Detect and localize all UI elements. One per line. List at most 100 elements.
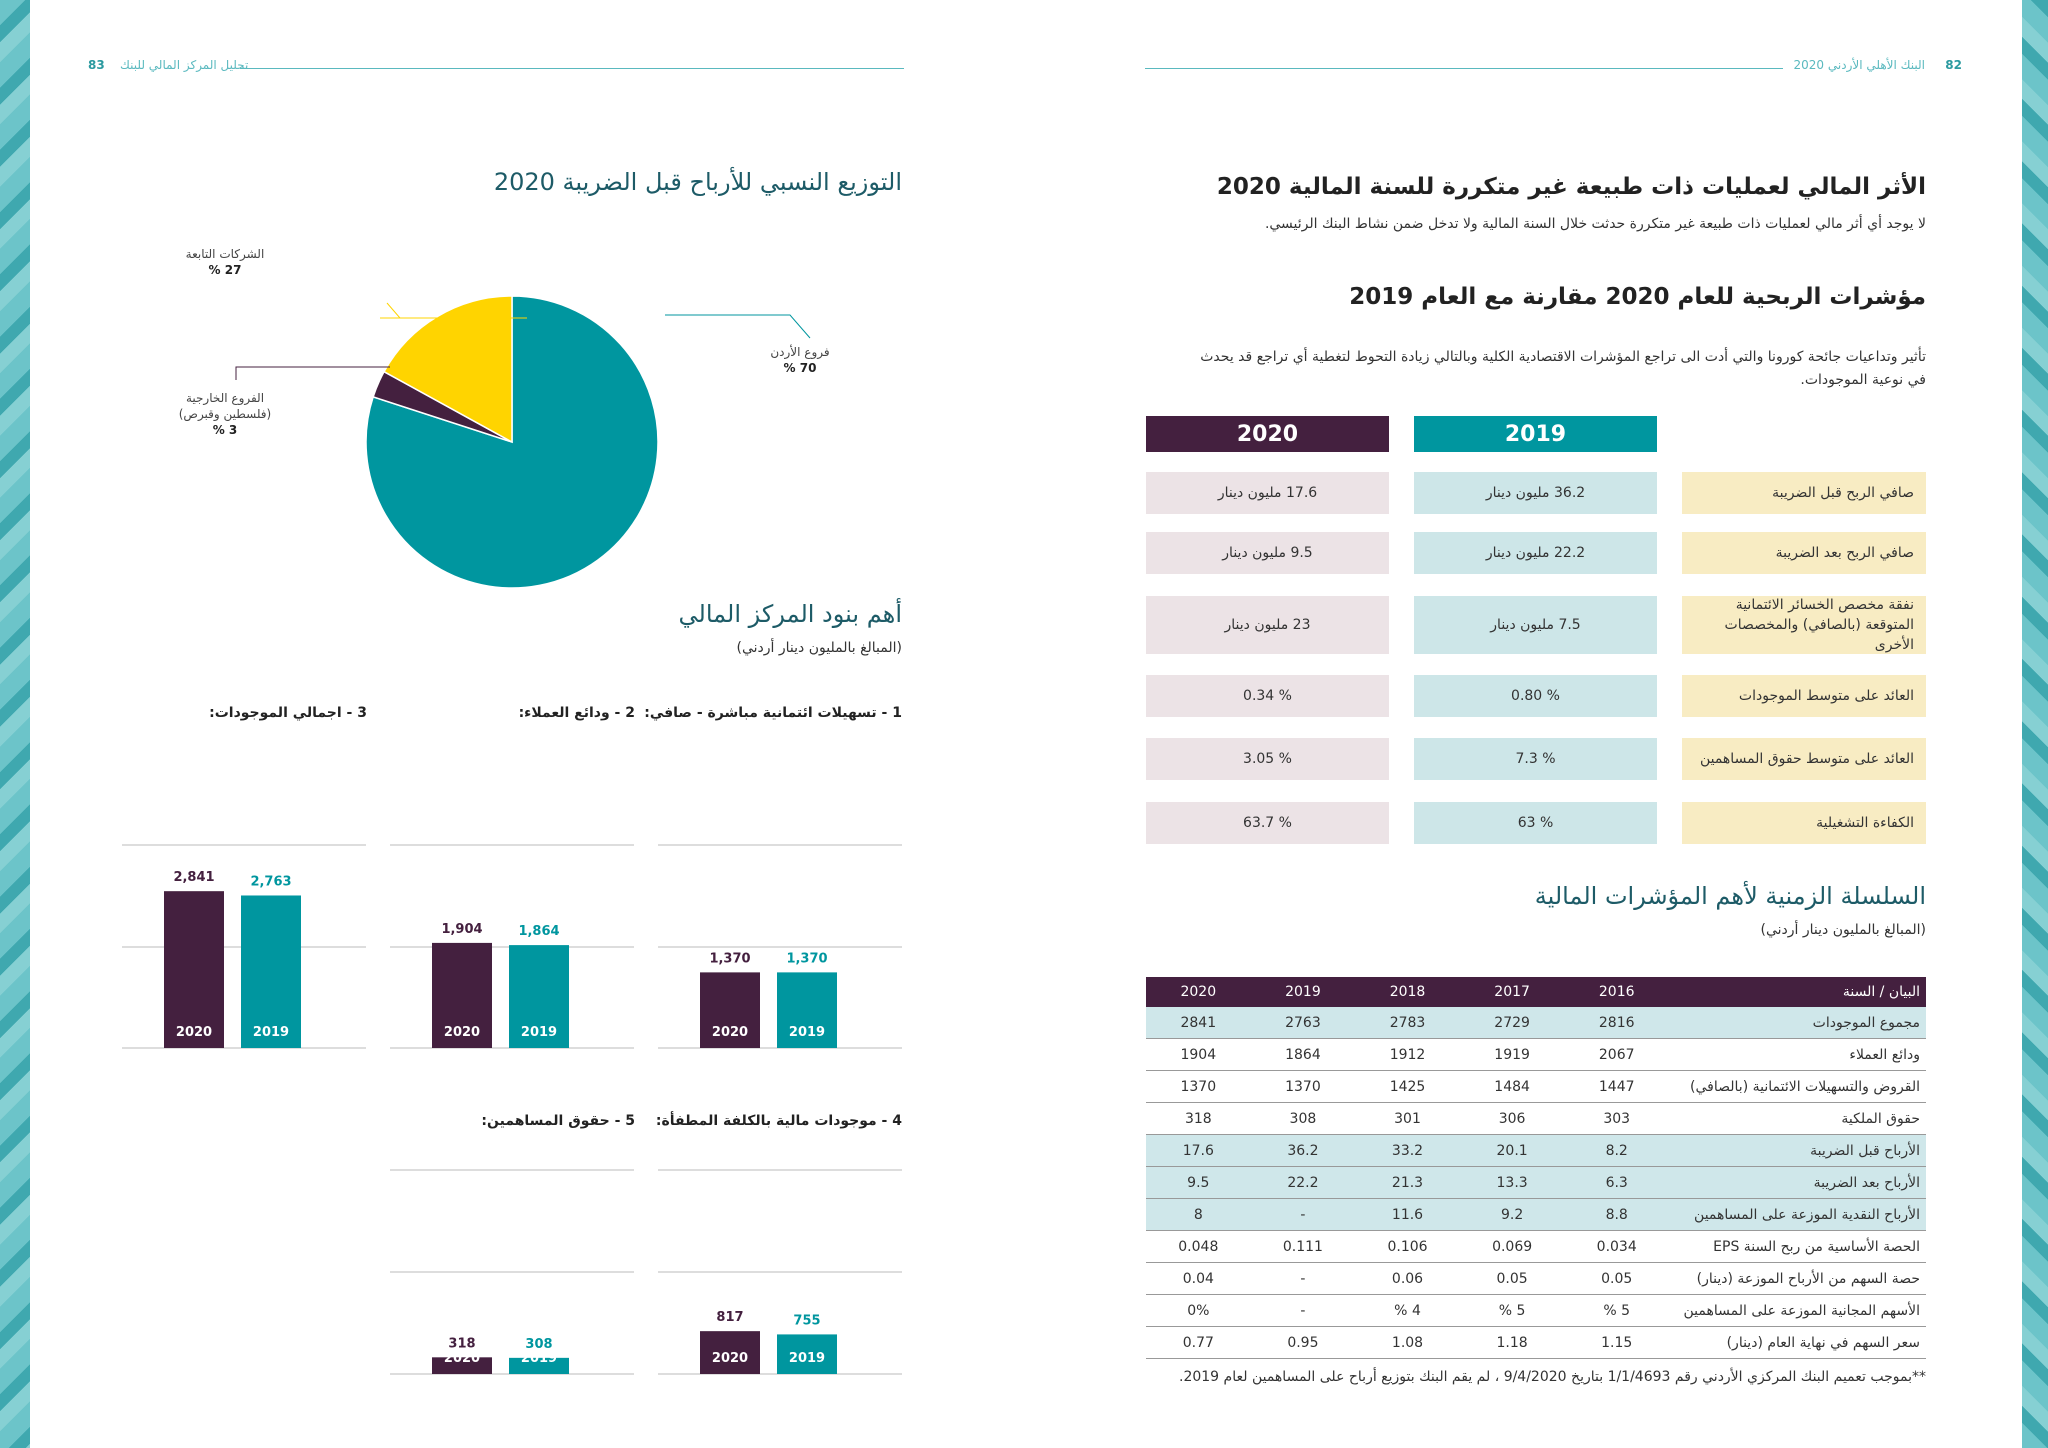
compare-row-label-line: العائد على متوسط حقوق المساهمين: [1699, 751, 1914, 767]
row-value: 1919: [1459, 1038, 1565, 1071]
row-value: 0.05: [1459, 1262, 1565, 1295]
legend-foreign-name2: (فلسطين وقبرص): [178, 407, 272, 421]
bar-4-2020: [700, 1331, 760, 1374]
bar-year-label: 2019: [789, 1025, 825, 1040]
legend-foreign-name: الفروع الخارجية: [185, 391, 265, 405]
right-header-label: البنك الأهلي الأردني 2020: [1793, 58, 1925, 72]
row-value: 0.95: [1250, 1326, 1356, 1359]
table-row: الحصة الأساسية من ربح السنة EPS 0.034 0.06…: [1146, 1230, 1926, 1263]
compare-row-label-line: الكفاءة التشغيلية: [1816, 815, 1914, 831]
row-value: 8.2: [1564, 1134, 1669, 1167]
row-value: 2783: [1355, 1007, 1460, 1039]
col-header-2018: 2018: [1355, 977, 1460, 1007]
legend-foreign-pct: 3 %: [212, 423, 238, 437]
row-value: 318: [1146, 1102, 1251, 1135]
bar-year-label: 2019: [521, 1025, 557, 1040]
bar-value-label: 1,370: [786, 951, 827, 966]
row-value: 301: [1355, 1102, 1460, 1135]
col-header-2020: 2020: [1146, 977, 1251, 1007]
row-value: 0.069: [1459, 1230, 1565, 1263]
bar-2-2019: [509, 945, 569, 1048]
row-value: 0.77: [1146, 1326, 1251, 1359]
row-value: 4 %: [1355, 1294, 1460, 1327]
row-value: 0.06: [1355, 1262, 1460, 1295]
bar-2-2020: [432, 942, 492, 1048]
table-row: ودائع العملاء 2067 1919 1912 1864 1904: [1146, 1038, 1926, 1071]
col-header-2016: 2016: [1564, 977, 1669, 1007]
compare-header-2020: 2020: [1146, 416, 1389, 452]
row-value: 1912: [1355, 1038, 1460, 1071]
row-value: 11.6: [1355, 1198, 1460, 1231]
row-value: 21.3: [1355, 1166, 1460, 1199]
leader-jordan: [665, 314, 811, 339]
compare-value-2019: % 63: [1414, 802, 1657, 844]
table-row: الأرباح بعد الضريبة 6.3 13.3 21.3 22.2 9.5: [1146, 1166, 1926, 1199]
table-row: الأرباح النقدية الموزعة على المساهمين 8.8…: [1146, 1198, 1926, 1231]
bar-chart-3-title: 3 - اجمالي الموجودات:: [209, 705, 367, 721]
bar-year-label: 2020: [444, 1351, 480, 1366]
row-label: حصة السهم من الأرباح الموزعة (دينار): [1669, 1262, 1926, 1295]
compare-value-2019: 22.2 مليون دينار: [1414, 532, 1657, 574]
row-value: 9.5: [1146, 1166, 1251, 1199]
row-label: حقوق الملكية: [1669, 1102, 1926, 1135]
compare-value-2019: 7.5 مليون دينار: [1414, 596, 1657, 654]
bar-chart-4-title: 4 - موجودات مالية بالكلفة المطفأة:: [655, 1113, 902, 1129]
row-value: 8: [1146, 1198, 1251, 1231]
row-value: 0.04: [1146, 1262, 1251, 1295]
row-value: 1370: [1250, 1070, 1356, 1103]
para-profitability-2: في نوعية الموجودات.: [1800, 372, 1926, 388]
legend-subsidiaries: الشركات التابعة 27 %: [160, 246, 290, 278]
bar-4-2019: [777, 1334, 837, 1374]
compare-row-label: صافي الربح قبل الضريبة: [1682, 472, 1926, 514]
pie-slice-subsidiaries: [383, 295, 513, 444]
bar-value-label: 2,763: [250, 874, 291, 889]
row-value: 17.6: [1146, 1134, 1251, 1167]
row-value: 33.2: [1355, 1134, 1460, 1167]
row-value: 1484: [1459, 1070, 1565, 1103]
left-header-rule: [240, 68, 904, 69]
row-value: -: [1250, 1262, 1356, 1295]
bar-value-label: 1,904: [441, 922, 482, 937]
bar-3-2019: [241, 895, 301, 1048]
right-page-number: 82: [1945, 58, 1962, 72]
compare-header-2019: 2019: [1414, 416, 1657, 452]
row-value: 1.08: [1355, 1326, 1460, 1359]
bar-year-label: 2020: [712, 1351, 748, 1366]
row-label: الأرباح قبل الضريبة: [1669, 1134, 1926, 1167]
bar-value-label: 2,841: [173, 870, 214, 885]
compare-value-2019: % 7.3: [1414, 738, 1657, 780]
row-value: 5 %: [1459, 1294, 1565, 1327]
row-value: 0%: [1146, 1294, 1251, 1327]
row-value: 6.3: [1564, 1166, 1669, 1199]
legend-jordan-pct: 70 %: [783, 361, 817, 375]
bar-year-label: 2020: [712, 1025, 748, 1040]
row-value: 2763: [1250, 1007, 1356, 1039]
row-label: الأسهم المجانية الموزعة على المساهمين: [1669, 1294, 1926, 1327]
compare-row-label: نفقة مخصص الخسائر الائتمانية المتوقعة (با…: [1682, 596, 1926, 654]
row-value: 20.1: [1459, 1134, 1565, 1167]
bar-year-label: 2019: [253, 1025, 289, 1040]
bar-value-label: 308: [525, 1337, 552, 1352]
row-label: الأرباح النقدية الموزعة على المساهمين: [1669, 1198, 1926, 1231]
row-value: 0.034: [1564, 1230, 1669, 1263]
row-label: القروض والتسهيلات الائتمانية (بالصافي): [1669, 1070, 1926, 1103]
table-row: الأرباح قبل الضريبة 8.2 20.1 33.2 36.2 17.6: [1146, 1134, 1926, 1167]
table-row: الأسهم المجانية الموزعة على المساهمين 5 %…: [1146, 1294, 1926, 1327]
table-row: حصة السهم من الأرباح الموزعة (دينار) 0.05…: [1146, 1262, 1926, 1295]
compare-row-label: العائد على متوسط الموجودات: [1682, 675, 1926, 717]
row-value: 22.2: [1250, 1166, 1356, 1199]
compare-row-label-line: نفقة مخصص الخسائر الائتمانية: [1735, 597, 1914, 613]
row-value: 36.2: [1250, 1134, 1356, 1167]
right-decorative-border: [2022, 0, 2048, 1448]
row-value: 0.05: [1564, 1262, 1669, 1295]
row-value: 308: [1250, 1102, 1356, 1135]
row-value: 1370: [1146, 1070, 1251, 1103]
right-header-rule: [1145, 68, 1783, 69]
compare-value-2020: 23 مليون دينار: [1146, 596, 1389, 654]
row-value: 0.106: [1355, 1230, 1460, 1263]
table-row: القروض والتسهيلات الائتمانية (بالصافي) 14…: [1146, 1070, 1926, 1103]
compare-row-label: الكفاءة التشغيلية: [1682, 802, 1926, 844]
compare-value-2020: % 63.7: [1146, 802, 1389, 844]
row-label: مجموع الموجودات: [1669, 1007, 1926, 1039]
legend-subsidiaries-pct: 27 %: [208, 263, 242, 277]
